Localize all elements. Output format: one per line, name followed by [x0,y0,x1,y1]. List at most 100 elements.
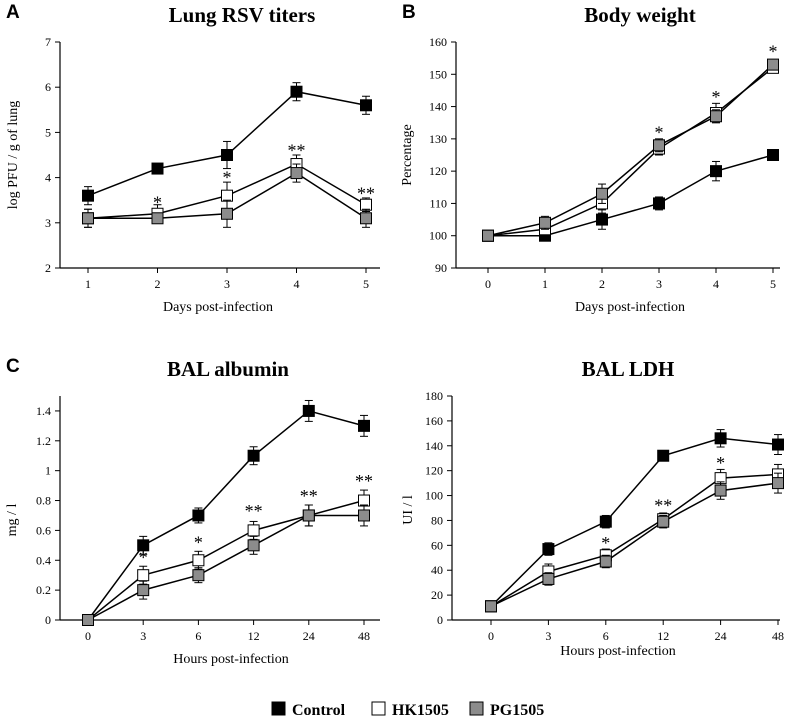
data-point-pg1505 [772,477,784,490]
data-point-hk1505 [247,524,260,537]
y-axis-label: UI / l [401,495,416,525]
series-line-control [488,154,774,237]
data-point-pg1505 [657,515,670,528]
x-tick-label: 5 [770,277,776,291]
y-tick-label: 0 [437,613,443,627]
significance-marker: * [716,453,725,473]
x-tick-label: 4 [294,277,300,291]
y-tick-label: 1.4 [36,404,51,418]
y-tick-label: 0.6 [36,523,51,537]
data-point-control [542,543,555,556]
data-point-pg1505 [482,229,494,242]
x-tick-label: 3 [545,629,551,643]
legend-label-hk1505: HK1505 [392,702,449,718]
panel-letter-b: B [402,2,416,23]
data-point-control [247,449,260,462]
y-tick-label: 160 [425,414,443,428]
significance-marker: ** [355,471,373,491]
panel-letter-a: A [6,2,20,23]
y-tick-label: 180 [425,389,443,403]
significance-marker: ** [654,496,672,516]
y-tick-label: 80 [431,513,443,527]
data-point-pg1505 [151,212,164,225]
x-tick-label: 3 [656,277,662,291]
y-tick-label: 100 [429,229,447,243]
y-tick-label: 90 [435,261,447,275]
data-point-control [290,85,303,98]
series-line-pg1505 [487,64,774,237]
data-point-pg1505 [137,584,150,597]
data-point-control [360,99,372,112]
y-tick-label: 120 [425,464,443,478]
x-tick-label: 0 [488,629,494,643]
legend: Control HK1505 PG1505 [271,701,544,718]
x-tick-label: 1 [85,277,91,291]
x-tick-label: 48 [772,629,784,643]
x-tick-label: 6 [603,629,609,643]
significance-marker: ** [245,501,263,521]
significance-marker: * [712,87,721,107]
panel-bal-albumin: C BAL albumin Hours post-infection mg / … [5,356,380,667]
y-tick-label: 140 [429,100,447,114]
significance-marker: * [153,192,162,212]
chart-title: BAL albumin [167,357,289,381]
data-point-control [358,419,370,432]
data-point-control [192,509,205,522]
y-tick-label: 20 [431,588,443,602]
y-tick-label: 0.4 [36,553,51,567]
y-tick-label: 0.2 [36,583,51,597]
x-tick-label: 5 [363,277,369,291]
x-tick-label: 1 [542,277,548,291]
x-tick-label: 3 [224,277,230,291]
y-tick-label: 120 [429,164,447,178]
y-tick-label: 100 [425,489,443,503]
data-point-pg1505 [767,58,779,71]
x-tick-label: 12 [657,629,669,643]
data-point-control [657,449,670,462]
panel-letter-c: C [6,356,20,377]
legend-label-control: Control [292,702,346,718]
x-tick-label: 24 [303,629,315,643]
series-line-hk1505 [490,473,779,607]
data-point-control [221,149,233,161]
significance-marker: * [601,533,610,553]
data-point-pg1505 [714,484,727,497]
y-tick-label: 150 [429,67,447,81]
series-line-hk1505 [87,499,365,621]
panel-bal-ldh: BAL LDH Hours post-infection UI / l 0 20 4… [401,357,784,659]
data-point-pg1505 [710,110,722,123]
data-point-pg1505 [596,187,608,200]
y-tick-label: 0 [45,613,51,627]
data-point-control [599,515,612,528]
series-line-hk1505 [487,67,774,237]
data-point-control [302,404,315,417]
series-line-control [87,410,365,621]
data-point-pg1505 [290,167,303,180]
data-point-pg1505 [360,212,372,225]
x-axis-label: Days post-infection [575,300,685,315]
significance-marker: * [194,532,203,552]
data-point-pg1505 [485,600,497,613]
x-tick-label: 4 [713,277,719,291]
data-point-pg1505 [599,555,612,568]
significance-marker: ** [300,486,318,506]
x-tick-label: 2 [155,277,161,291]
x-tick-label: 6 [195,629,201,643]
panel-lung-rsv-titers: A Lung RSV titers Days post-infection lo… [6,2,380,315]
y-tick-label: 1 [45,464,51,478]
data-point-control [710,165,722,178]
legend-swatch-hk1505 [371,701,386,716]
data-point-hk1505 [221,189,233,202]
y-axis-label: mg / l [5,504,20,537]
data-point-control [767,149,779,161]
x-tick-label: 24 [715,629,727,643]
series-line-control [490,437,779,607]
y-axis-label: Percentage [400,124,415,185]
x-tick-label: 3 [140,629,146,643]
data-point-hk1505 [137,569,150,582]
significance-marker: * [655,122,664,142]
data-point-hk1505 [192,554,205,567]
data-point-pg1505 [82,614,94,626]
x-axis-label: Hours post-infection [173,652,288,667]
